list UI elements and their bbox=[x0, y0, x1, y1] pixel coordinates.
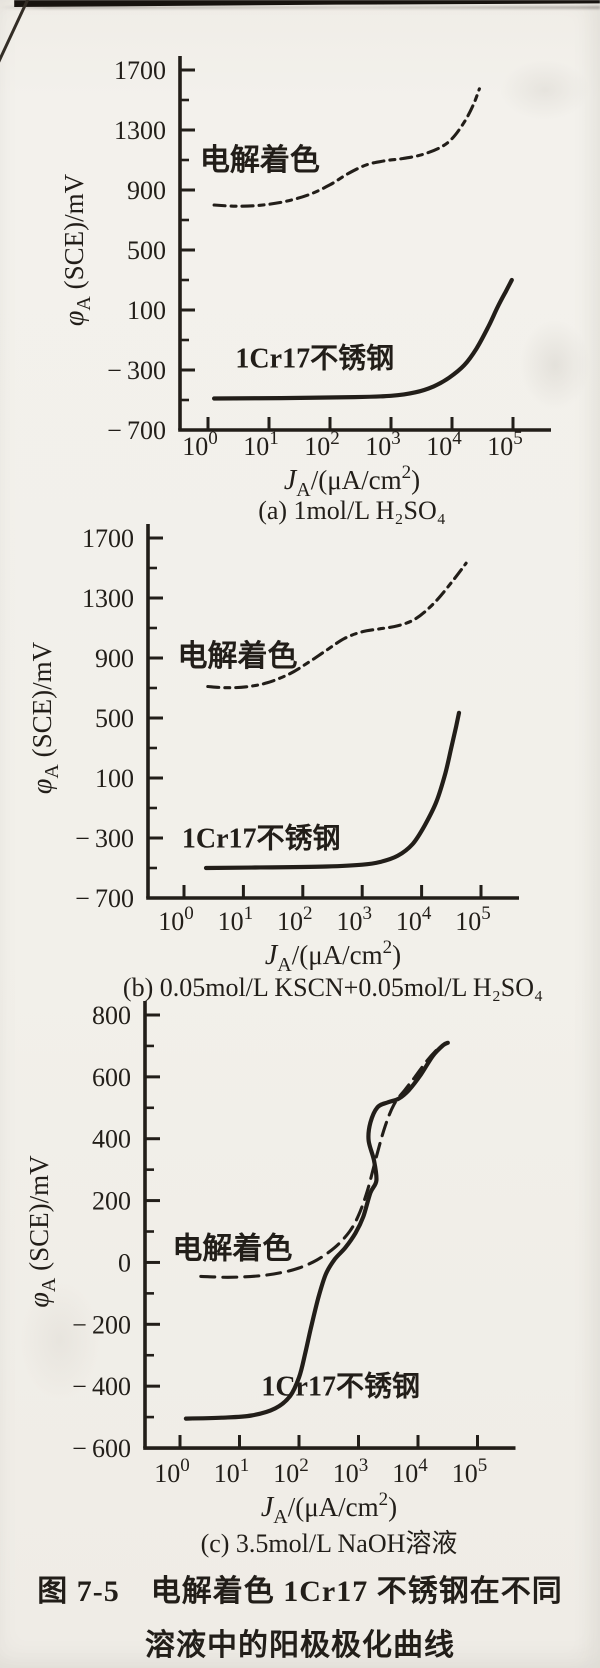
chart-b-polarization-kscn-h2so4: 1700 1300 900 500 100 − 300 − 700 100 101 102 103 1… bbox=[0, 505, 600, 1005]
x-tick-label: 104 bbox=[392, 1455, 428, 1488]
chart-c-svg: 800 600 400 200 0 − 200 − 400 − 600 100 101 102 103… bbox=[24, 1001, 516, 1558]
y-tick-label: − 300 bbox=[107, 356, 166, 385]
y-tick-label: − 200 bbox=[72, 1310, 131, 1339]
x-tick-label: 102 bbox=[304, 428, 340, 461]
figure-caption-line2: 溶液中的阳极极化曲线 bbox=[145, 1629, 455, 1662]
y-tick-label: − 400 bbox=[72, 1372, 131, 1401]
x-tick-label: 105 bbox=[487, 428, 523, 461]
y-tick-label: − 600 bbox=[72, 1434, 131, 1463]
y-tick-label: 500 bbox=[95, 704, 134, 733]
x-tick-label: 105 bbox=[455, 903, 491, 936]
y-tick-label: 500 bbox=[127, 236, 166, 265]
x-tick-label: 104 bbox=[426, 428, 462, 461]
steel-1cr17-curve bbox=[212, 277, 514, 401]
x-axis-title: JA/(μA/cm2) bbox=[261, 1489, 397, 1528]
steel-1cr17-label: 1Cr17不锈钢 bbox=[235, 342, 394, 374]
chart-b-svg: 1700 1300 900 500 100 − 300 − 700 100 101 102 103 1… bbox=[27, 524, 543, 1002]
x-tick-label: 100 bbox=[154, 1455, 190, 1488]
chart-b-caption: (b) 0.05mol/L KSCN+0.05mol/L H₂SO₄ bbox=[123, 973, 543, 1002]
steel-1cr17-label: 1Cr17不锈钢 bbox=[182, 822, 341, 854]
x-tick-label: 102 bbox=[277, 903, 313, 936]
y-tick-label: 1300 bbox=[114, 116, 166, 145]
steel-1cr17-label: 1Cr17不锈钢 bbox=[261, 1371, 420, 1403]
x-tick-label: 101 bbox=[218, 903, 254, 936]
y-axis-title: φA (SCE)/mV bbox=[27, 641, 63, 794]
x-axis-title: JA/(μA/cm2) bbox=[265, 937, 401, 976]
steel-1cr17-curve bbox=[183, 1040, 450, 1421]
chart-c-caption: (c) 3.5mol/L NaOH溶液 bbox=[201, 1529, 458, 1558]
x-tick-label: 103 bbox=[333, 1455, 369, 1488]
y-tick-label: 1700 bbox=[114, 56, 166, 85]
y-axis-title: φA (SCE)/mV bbox=[24, 1155, 60, 1308]
y-tick-label: 100 bbox=[127, 296, 166, 325]
chart-a-caption: (a) 1mol/L H₂SO₄ bbox=[258, 496, 446, 525]
electro-coloring-label: 电解着色 bbox=[177, 639, 297, 673]
figure-caption-line1: 图 7-5 电解着色 1Cr17 不锈钢在不同 bbox=[37, 1575, 563, 1608]
y-tick-label: 1300 bbox=[82, 584, 134, 613]
y-tick-label: − 700 bbox=[107, 416, 166, 445]
electro-coloring-curve bbox=[199, 1044, 445, 1279]
x-axis-title: JA/(μA/cm2) bbox=[284, 462, 420, 501]
y-tick-label: 1700 bbox=[82, 524, 134, 553]
x-tick-label: 103 bbox=[365, 428, 401, 461]
y-tick-label: 900 bbox=[127, 176, 166, 205]
x-tick-label: 101 bbox=[243, 428, 279, 461]
y-axis-title: φA (SCE)/mV bbox=[59, 173, 95, 326]
y-tick-label: 0 bbox=[118, 1248, 131, 1277]
y-tick-label: 200 bbox=[92, 1187, 131, 1216]
y-tick-label: 800 bbox=[92, 1001, 131, 1030]
x-tick-label: 102 bbox=[273, 1455, 309, 1488]
x-tick-label: 105 bbox=[452, 1455, 488, 1488]
steel-1cr17-curve bbox=[203, 710, 462, 871]
y-tick-label: 600 bbox=[92, 1063, 131, 1092]
x-tick-label: 104 bbox=[396, 903, 432, 936]
electro-coloring-curve bbox=[212, 87, 481, 208]
x-tick-label: 101 bbox=[214, 1455, 250, 1488]
y-tick-label: 900 bbox=[95, 644, 134, 673]
chart-a-svg: 1700 1300 900 500 100 − 300 − 700 100 101 102 103 1… bbox=[59, 56, 551, 525]
y-tick-label: 400 bbox=[92, 1125, 131, 1154]
y-tick-label: 100 bbox=[95, 764, 134, 793]
y-tick-label: − 300 bbox=[75, 824, 134, 853]
y-tick-label: − 700 bbox=[75, 884, 134, 913]
chart-a-polarization-h2so4: 1700 1300 900 500 100 − 300 − 700 100 101 102 103 1… bbox=[0, 25, 600, 525]
electro-coloring-curve bbox=[206, 561, 468, 690]
x-tick-label: 100 bbox=[182, 428, 218, 461]
chart-c-polarization-naoh: 800 600 400 200 0 − 200 − 400 − 600 100 101 102 103… bbox=[0, 1001, 600, 1567]
electro-coloring-label: 电解着色 bbox=[172, 1232, 292, 1266]
electro-coloring-label: 电解着色 bbox=[200, 143, 320, 177]
x-tick-label: 103 bbox=[336, 903, 372, 936]
scan-edge-shadow bbox=[0, 6, 600, 9]
scan-edge-bar bbox=[14, 0, 600, 8]
x-tick-label: 100 bbox=[158, 903, 194, 936]
